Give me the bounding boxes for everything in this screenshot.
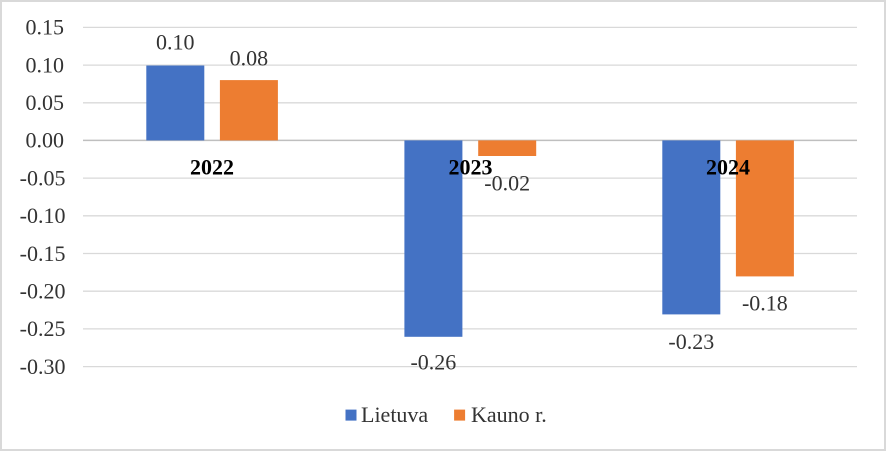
svg-text:-0.10: -0.10 xyxy=(20,203,66,228)
svg-text:2023: 2023 xyxy=(449,154,493,179)
svg-text:-0.05: -0.05 xyxy=(20,165,66,190)
svg-text:Kauno r.: Kauno r. xyxy=(471,402,547,427)
svg-text:-0.20: -0.20 xyxy=(20,279,66,304)
svg-text:0.15: 0.15 xyxy=(26,15,65,40)
svg-text:0.00: 0.00 xyxy=(26,128,65,153)
svg-text:-0.18: -0.18 xyxy=(742,290,788,315)
svg-text:-0.26: -0.26 xyxy=(410,349,456,374)
svg-text:0.05: 0.05 xyxy=(26,90,65,115)
svg-text:Lietuva: Lietuva xyxy=(361,402,428,427)
svg-text:0.10: 0.10 xyxy=(26,52,65,77)
svg-text:0.08: 0.08 xyxy=(230,46,269,71)
svg-text:2022: 2022 xyxy=(190,154,234,179)
svg-text:-0.15: -0.15 xyxy=(20,241,66,266)
svg-text:0.10: 0.10 xyxy=(156,30,195,55)
svg-text:-0.30: -0.30 xyxy=(20,354,66,379)
svg-text:-0.02: -0.02 xyxy=(484,170,530,195)
svg-text:-0.23: -0.23 xyxy=(668,329,714,354)
svg-text:2024: 2024 xyxy=(706,154,750,179)
svg-text:-0.25: -0.25 xyxy=(20,316,66,341)
